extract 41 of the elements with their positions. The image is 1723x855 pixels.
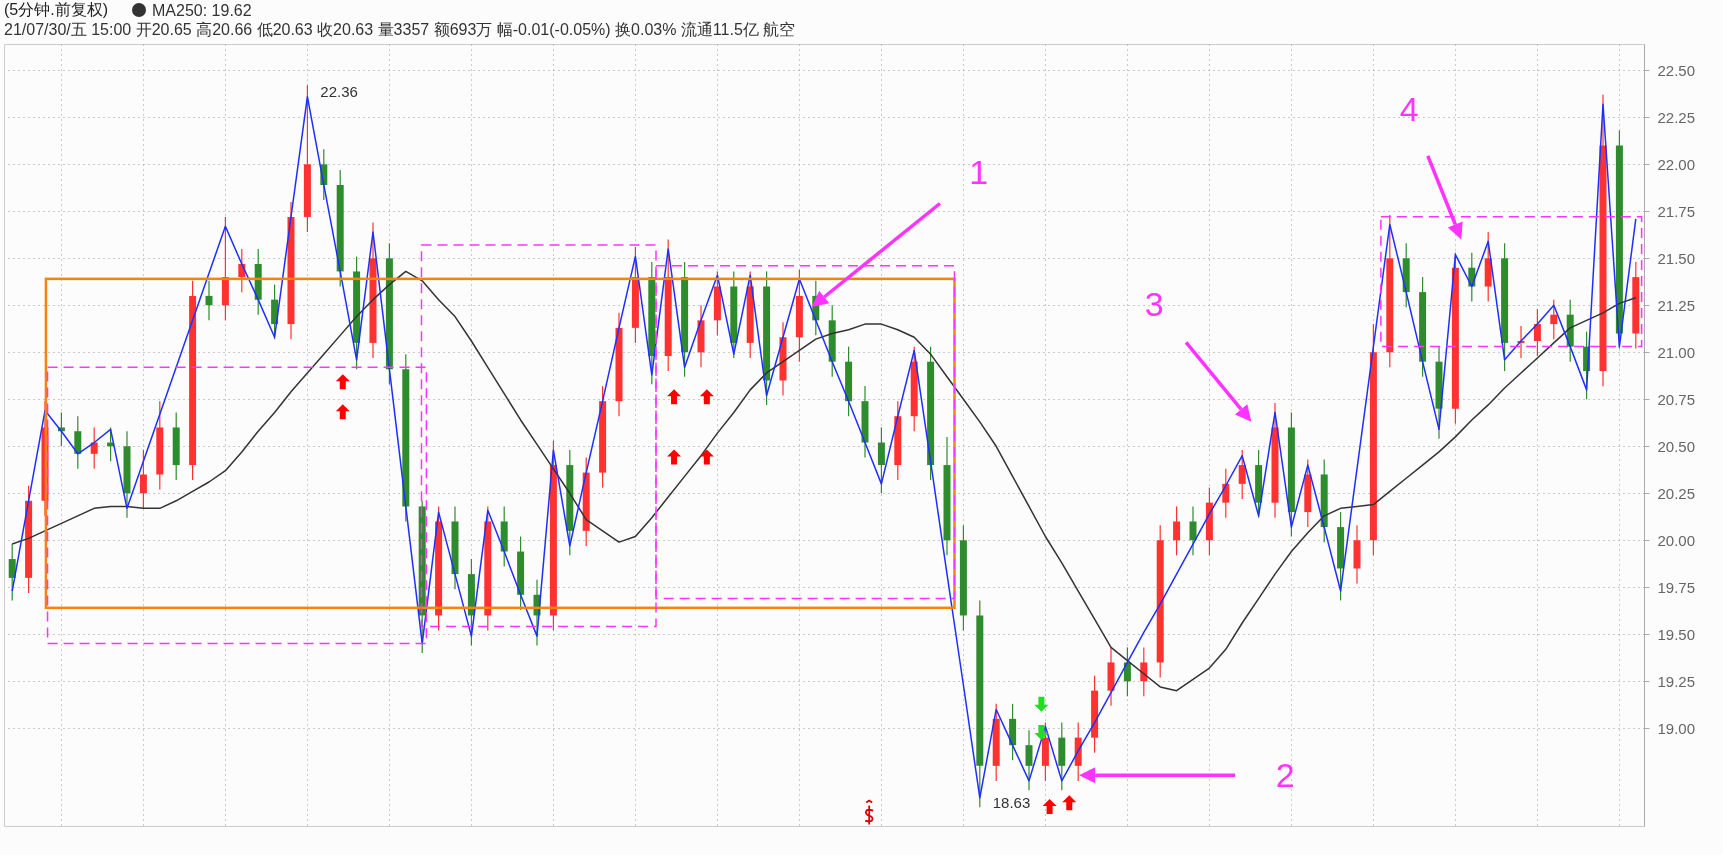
y-tick-label: 20.25 (1657, 484, 1696, 502)
y-tick-label: 20.75 (1657, 390, 1696, 408)
y-tick-label: 21.75 (1657, 202, 1696, 220)
candlestick (1550, 299, 1558, 340)
annotation: 4 (1399, 90, 1419, 129)
legend-label: MA250: 19.62 (152, 2, 252, 19)
candlestick (1173, 505, 1181, 556)
line-series (11, 95, 1637, 799)
annotation: 18.63 (992, 793, 1031, 811)
candlestick (1140, 646, 1148, 697)
annotation: 22.36 (320, 82, 358, 100)
line-series (11, 270, 1637, 692)
candlestick (877, 426, 885, 494)
y-tick-label: 21.50 (1657, 249, 1696, 267)
y-tick-label: 21.25 (1657, 296, 1696, 314)
annotation: 2 (1275, 756, 1295, 795)
y-tick-label: 19.75 (1657, 578, 1696, 596)
candlestick (1533, 308, 1541, 357)
candlestick (1189, 505, 1197, 556)
y-tick-label: 20.00 (1657, 531, 1696, 549)
candlestick (8, 543, 16, 602)
y-tick-label: 20.50 (1657, 437, 1696, 455)
y-tick-label: 19.50 (1657, 625, 1696, 643)
annotation: 1 (969, 153, 989, 192)
annotation: 3 (1144, 284, 1164, 323)
candlestick (1222, 468, 1230, 519)
chart-subtitle: 21/07/30/五 15:00 开20.65 高20.66 低20.63 收20.63 量3357 额693万 幅-0.01(-0.05%) 换0.03% 流通11.5亿 航空 (4, 21, 796, 38)
y-tick-label: 19.25 (1657, 672, 1696, 690)
candlestick (1238, 449, 1246, 500)
candlestick (90, 426, 98, 470)
chart-title: (5分钟.前复权) (4, 1, 108, 18)
candlestick (1123, 646, 1131, 697)
y-tick-label: 22.25 (1657, 108, 1696, 126)
candlestick (205, 280, 213, 321)
y-tick-label: 21.00 (1657, 343, 1696, 361)
y-tick-label: 22.00 (1657, 155, 1696, 173)
candlestick (1025, 729, 1033, 791)
y-tick-label: 22.50 (1657, 61, 1696, 79)
candlestick (74, 415, 82, 470)
candlestick (139, 449, 147, 509)
y-tick-label: 19.00 (1657, 719, 1696, 737)
